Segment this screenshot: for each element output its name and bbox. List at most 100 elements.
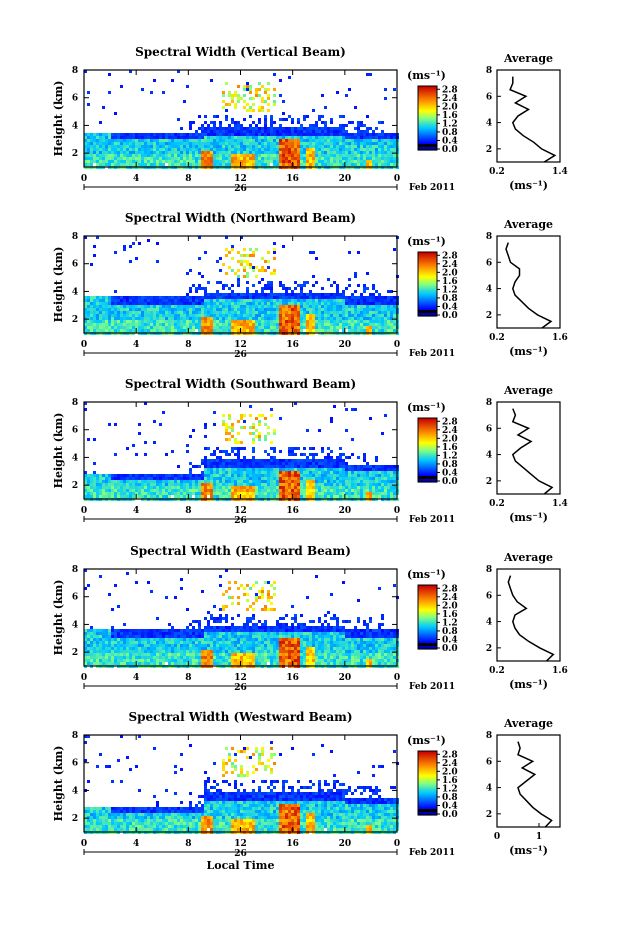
heatmap-cell: [108, 423, 111, 426]
heatmap-cell: [237, 157, 240, 160]
heatmap-cell: [165, 308, 168, 311]
heatmap-cell: [381, 314, 384, 317]
heatmap-cell: [345, 308, 348, 311]
heatmap-cell: [294, 157, 297, 160]
heatmap-cell: [267, 281, 270, 284]
heatmap-cell: [216, 281, 219, 284]
heatmap-cell: [291, 121, 294, 124]
heatmap-cell: [339, 471, 342, 474]
heatmap-cell: [378, 142, 381, 145]
heatmap-cell: [108, 483, 111, 486]
heatmap-cell: [363, 299, 366, 302]
heatmap-cell: [240, 311, 243, 314]
heatmap-cell: [339, 465, 342, 468]
heatmap-cell: [276, 471, 279, 474]
heatmap-cell: [240, 139, 243, 142]
heatmap-cell: [186, 85, 189, 88]
heatmap-cell: [129, 296, 132, 299]
heatmap-cell: [213, 411, 216, 414]
heatmap-cell: [201, 160, 204, 163]
heatmap-cell: [150, 142, 153, 145]
heatmap-cell: [234, 160, 237, 163]
heatmap-cell: [231, 148, 234, 151]
x-tick-label: 16: [286, 174, 299, 184]
heatmap-cell: [312, 471, 315, 474]
heatmap-cell: [219, 468, 222, 471]
heatmap-cell: [381, 302, 384, 305]
heatmap-cell: [222, 94, 225, 97]
heatmap-cell: [237, 130, 240, 133]
heatmap-cell: [393, 329, 396, 332]
heatmap-cell: [363, 314, 366, 317]
heatmap-cell: [375, 459, 378, 462]
heatmap-cell: [249, 293, 252, 296]
heatmap-cell: [267, 432, 270, 435]
heatmap-cell: [297, 477, 300, 480]
heatmap-cell: [279, 139, 282, 142]
heatmap-cell: [123, 151, 126, 154]
heatmap-cell: [228, 326, 231, 329]
heatmap-cell: [195, 308, 198, 311]
heatmap-cell: [261, 329, 264, 332]
heatmap-cell: [252, 489, 255, 492]
heatmap-cell: [171, 139, 174, 142]
panel-2: Spectral Width (Southward Beam)2468Heigh…: [52, 377, 568, 526]
heatmap-cell: [261, 290, 264, 293]
heatmap-cell: [333, 305, 336, 308]
heatmap-cell: [294, 160, 297, 163]
heatmap-cell: [195, 139, 198, 142]
heatmap-cell: [123, 311, 126, 314]
heatmap-cell: [270, 281, 273, 284]
heatmap-cell: [276, 151, 279, 154]
heatmap-cell: [330, 323, 333, 326]
heatmap-cell: [306, 329, 309, 332]
heatmap-cell: [213, 127, 216, 130]
heatmap-cell: [336, 483, 339, 486]
heatmap-cell: [129, 326, 132, 329]
heatmap-cell: [129, 305, 132, 308]
heatmap-cell: [330, 317, 333, 320]
heatmap-cell: [96, 311, 99, 314]
heatmap-cell: [123, 296, 126, 299]
heatmap-cell: [372, 323, 375, 326]
heatmap-cell: [264, 308, 267, 311]
heatmap-cell: [216, 148, 219, 151]
heatmap-cell: [366, 465, 369, 468]
heatmap-cell: [336, 492, 339, 495]
heatmap-cell: [384, 468, 387, 471]
heatmap-cell: [123, 133, 126, 136]
heatmap-cell: [204, 160, 207, 163]
heatmap-cell: [333, 145, 336, 148]
heatmap-cell: [267, 302, 270, 305]
heatmap-cell: [162, 145, 165, 148]
heatmap-cell: [285, 148, 288, 151]
heatmap-cell: [228, 492, 231, 495]
heatmap-cell: [162, 308, 165, 311]
heatmap-cell: [183, 145, 186, 148]
panel-0: Spectral Width (Vertical Beam)2468Height…: [52, 45, 568, 194]
heatmap-cell: [189, 483, 192, 486]
heatmap-cell: [285, 142, 288, 145]
heatmap-cell: [141, 154, 144, 157]
heatmap-cell: [90, 157, 93, 160]
colorbar-unit: (ms⁻¹): [407, 235, 446, 248]
heatmap-cell: [276, 154, 279, 157]
heatmap-cell: [387, 154, 390, 157]
heatmap-cell: [288, 474, 291, 477]
heatmap-cell: [102, 160, 105, 163]
heatmap-cell: [225, 272, 228, 275]
heatmap-cell: [324, 456, 327, 459]
heatmap-cell: [135, 305, 138, 308]
heatmap-cell: [156, 329, 159, 332]
heatmap-cell: [135, 142, 138, 145]
heatmap-cell: [186, 486, 189, 489]
heatmap-cell: [369, 317, 372, 320]
heatmap-cell: [216, 136, 219, 139]
heatmap-cell: [228, 130, 231, 133]
heatmap-cell: [321, 462, 324, 465]
heatmap-cell: [216, 154, 219, 157]
heatmap-cell: [252, 97, 255, 100]
heatmap-cell: [315, 474, 318, 477]
heatmap-cell: [228, 154, 231, 157]
heatmap-cell: [234, 471, 237, 474]
